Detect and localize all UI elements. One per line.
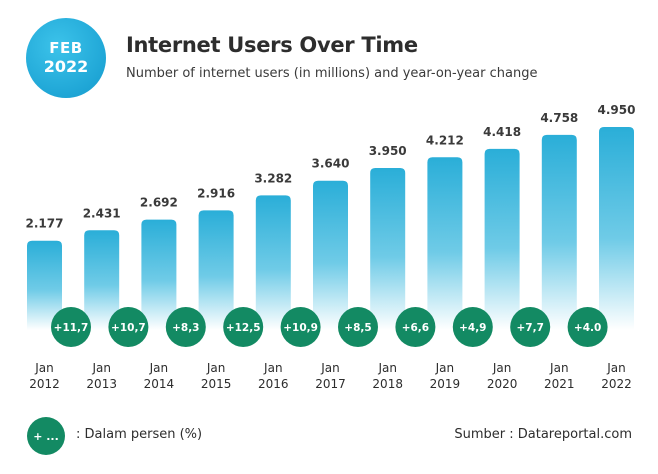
yoy-change-label: +6,6 xyxy=(402,322,429,334)
bar xyxy=(599,127,634,330)
yoy-change-badge xyxy=(280,307,321,347)
yoy-change-label: +7,7 xyxy=(516,322,543,334)
bar-value-label: 2.431 xyxy=(83,206,121,220)
bar-value-label: 4.418 xyxy=(483,125,521,139)
bar xyxy=(27,240,62,330)
bar xyxy=(84,230,120,330)
x-tick-label: 2015 xyxy=(201,377,232,391)
x-tick-label: 2020 xyxy=(487,377,518,391)
yoy-change-label: +4,9 xyxy=(459,322,486,334)
chart-subtitle: Number of internet users (in millions) a… xyxy=(126,66,538,81)
legend-marker: + ... xyxy=(27,417,65,455)
bar-value-label: 3.950 xyxy=(369,144,407,158)
x-tick-label: 2018 xyxy=(372,377,403,391)
x-tick-label: Jan xyxy=(549,361,569,375)
yoy-change-badge xyxy=(452,307,493,347)
yoy-change-badge xyxy=(510,307,551,347)
bar xyxy=(255,195,291,330)
bar xyxy=(198,210,234,330)
legend-text: : Dalam persen (%) xyxy=(76,427,203,442)
yoy-change-badge xyxy=(567,307,608,347)
x-tick-label: 2014 xyxy=(144,377,175,391)
yoy-change-badge xyxy=(395,307,436,347)
yoy-change-badge xyxy=(51,307,91,347)
yoy-change-label: +10,7 xyxy=(111,322,146,334)
x-tick-label: Jan xyxy=(206,361,226,375)
yoy-change-label: +8,3 xyxy=(172,322,199,334)
x-tick-label: Jan xyxy=(492,361,512,375)
bar xyxy=(370,168,406,330)
x-tick-label: Jan xyxy=(263,361,283,375)
yoy-change-label: +10,9 xyxy=(283,322,318,334)
yoy-change-label: +11,7 xyxy=(54,322,89,334)
x-tick-label: Jan xyxy=(435,361,455,375)
yoy-change-label: +12,5 xyxy=(226,322,261,334)
yoy-change-label: +8,5 xyxy=(344,322,371,334)
bar-value-label: 4.212 xyxy=(426,133,464,147)
bar xyxy=(427,157,463,330)
badge-month: FEB xyxy=(49,38,83,57)
x-tick-label: Jan xyxy=(377,361,397,375)
bar-value-label: 3.282 xyxy=(254,171,292,185)
x-tick-label: 2012 xyxy=(29,377,60,391)
yoy-change-badge xyxy=(108,307,149,347)
x-tick-label: 2019 xyxy=(430,377,461,391)
yoy-change-badge xyxy=(223,307,264,347)
yoy-change-label: +4.0 xyxy=(574,322,601,334)
x-tick-label: Jan xyxy=(606,361,626,375)
x-tick-label: Jan xyxy=(91,361,111,375)
x-tick-label: Jan xyxy=(149,361,169,375)
yoy-change-badge xyxy=(165,307,206,347)
bar-value-label: 4.758 xyxy=(540,111,578,125)
x-tick-label: 2016 xyxy=(258,377,289,391)
x-tick-label: 2022 xyxy=(601,377,632,391)
bar-value-label: 4.950 xyxy=(598,103,636,117)
bar xyxy=(141,219,177,330)
x-tick-label: 2013 xyxy=(86,377,117,391)
x-tick-label: Jan xyxy=(34,361,54,375)
x-tick-label: 2017 xyxy=(315,377,346,391)
bar xyxy=(484,148,520,330)
source-text: Sumber : Datareportal.com xyxy=(454,427,632,442)
x-tick-label: Jan xyxy=(320,361,340,375)
bar xyxy=(541,134,577,330)
x-tick-label: 2021 xyxy=(544,377,575,391)
bar-value-label: 2.916 xyxy=(197,186,235,200)
date-badge: FEB 2022 xyxy=(26,18,106,98)
chart-title: Internet Users Over Time xyxy=(126,33,418,57)
bar-value-label: 2.177 xyxy=(26,217,64,231)
bar-value-label: 2.692 xyxy=(140,196,178,210)
badge-year: 2022 xyxy=(43,57,89,77)
bar xyxy=(313,180,348,330)
yoy-change-badge xyxy=(338,307,378,347)
bar-value-label: 3.640 xyxy=(312,157,350,171)
